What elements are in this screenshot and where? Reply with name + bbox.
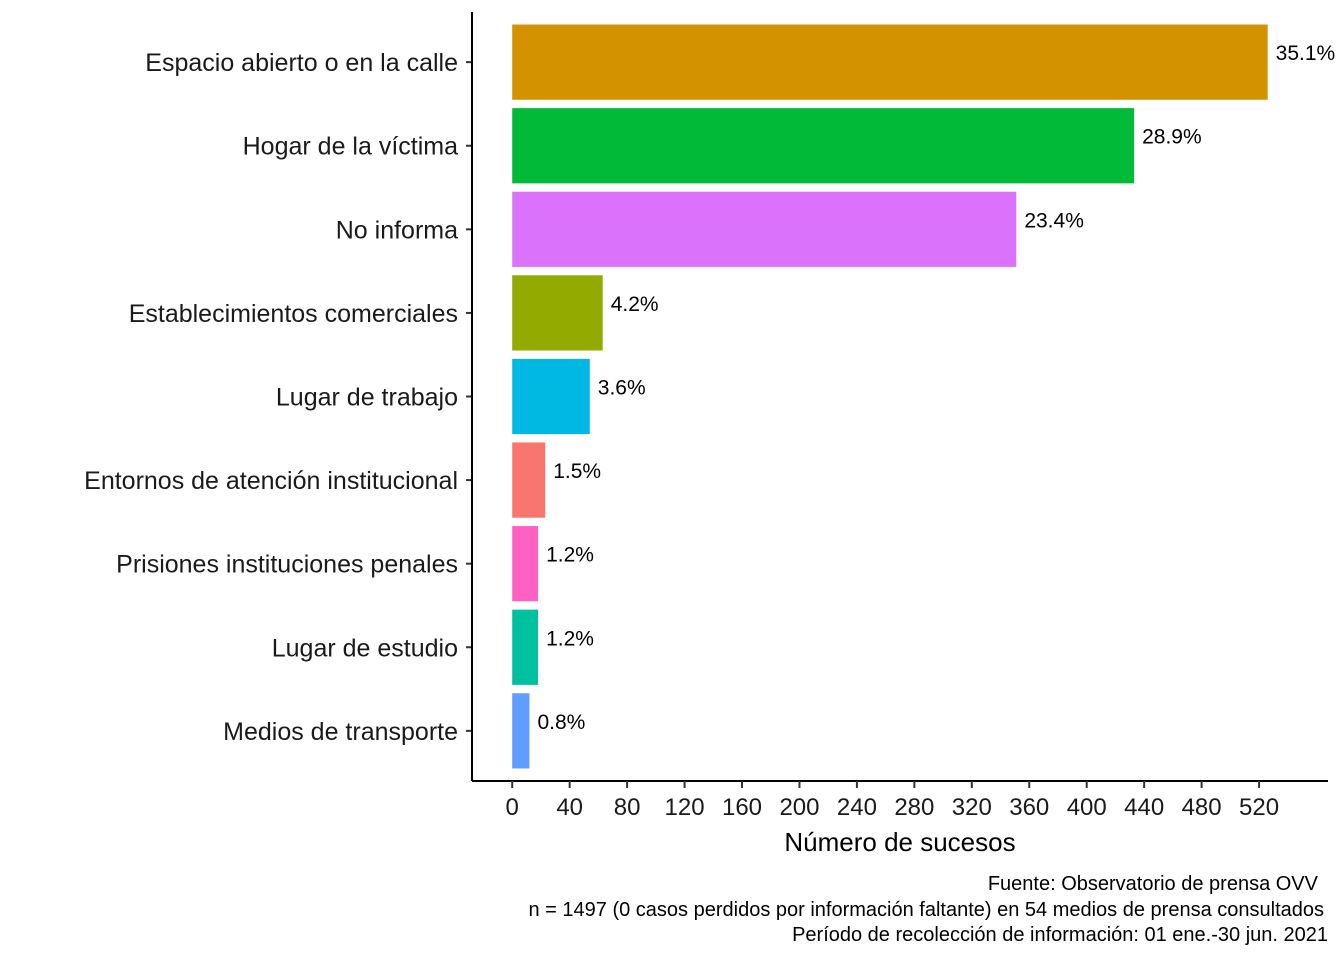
data-label-9: 0.8%: [537, 711, 585, 734]
category-label-2: Hogar de la víctima: [243, 133, 458, 161]
x-tick-label-360: 360: [1009, 794, 1049, 821]
category-label-7: Prisiones instituciones penales: [116, 551, 458, 579]
data-labels-group: 35.1% 28.9% 23.4% 4.2% 3.6% 1.5% 1.2% 1.2% 0.8%: [537, 42, 1335, 734]
category-label-3: No informa: [336, 216, 458, 244]
category-label-8: Lugar de estudio: [272, 634, 458, 662]
x-tick-label-320: 320: [952, 794, 992, 821]
bar-6: [512, 442, 546, 518]
data-label-5: 3.6%: [598, 377, 646, 400]
y-axis: Espacio abierto o en la calle Hogar de la…: [84, 12, 473, 781]
x-tick-label-160: 160: [722, 794, 762, 821]
category-label-6: Entornos de atención institucional: [84, 467, 458, 495]
bar-8: [512, 609, 539, 685]
bars-group: [512, 24, 1268, 769]
x-tick-label-280: 280: [894, 794, 934, 821]
data-label-1: 35.1%: [1276, 42, 1336, 65]
x-tick-label-520: 520: [1239, 794, 1279, 821]
caption-sample: n = 1497 (0 casos perdidos por informaci…: [529, 899, 1325, 921]
bar-5: [512, 358, 590, 435]
bar-1: [512, 24, 1268, 100]
category-label-5: Lugar de trabajo: [276, 384, 458, 412]
x-axis-title: Número de sucesos: [784, 827, 1015, 857]
caption-source: Fuente: Observatorio de prensa OVV: [988, 873, 1319, 895]
x-tick-label-240: 240: [837, 794, 877, 821]
bar-9: [512, 693, 530, 769]
data-label-6: 1.5%: [553, 460, 601, 483]
x-tick-label-440: 440: [1124, 794, 1164, 821]
caption-period: Período de recolección de información: 0…: [792, 924, 1328, 946]
data-label-8: 1.2%: [546, 627, 594, 650]
x-tick-label-400: 400: [1067, 794, 1107, 821]
x-tick-label-120: 120: [665, 794, 705, 821]
x-tick-label-80: 80: [614, 794, 641, 821]
category-label-1: Espacio abierto o en la calle: [145, 49, 458, 77]
data-label-4: 4.2%: [611, 293, 659, 316]
category-label-4: Establecimientos comerciales: [129, 300, 458, 328]
x-tick-label-0: 0: [506, 794, 519, 821]
bar-2: [512, 108, 1135, 184]
data-label-2: 28.9%: [1142, 126, 1202, 149]
x-tick-label-200: 200: [779, 794, 819, 821]
x-tick-label-40: 40: [556, 794, 583, 821]
x-axis: 0 40 80 120 160 200 240 280 320 360 400 440 480 520: [472, 780, 1328, 821]
data-label-7: 1.2%: [546, 544, 594, 567]
bar-4: [512, 275, 603, 351]
bar-7: [512, 526, 539, 602]
data-label-3: 23.4%: [1024, 209, 1084, 232]
bar-3: [512, 191, 1017, 267]
x-tick-label-480: 480: [1182, 794, 1222, 821]
category-label-9: Medios de transporte: [223, 718, 458, 746]
